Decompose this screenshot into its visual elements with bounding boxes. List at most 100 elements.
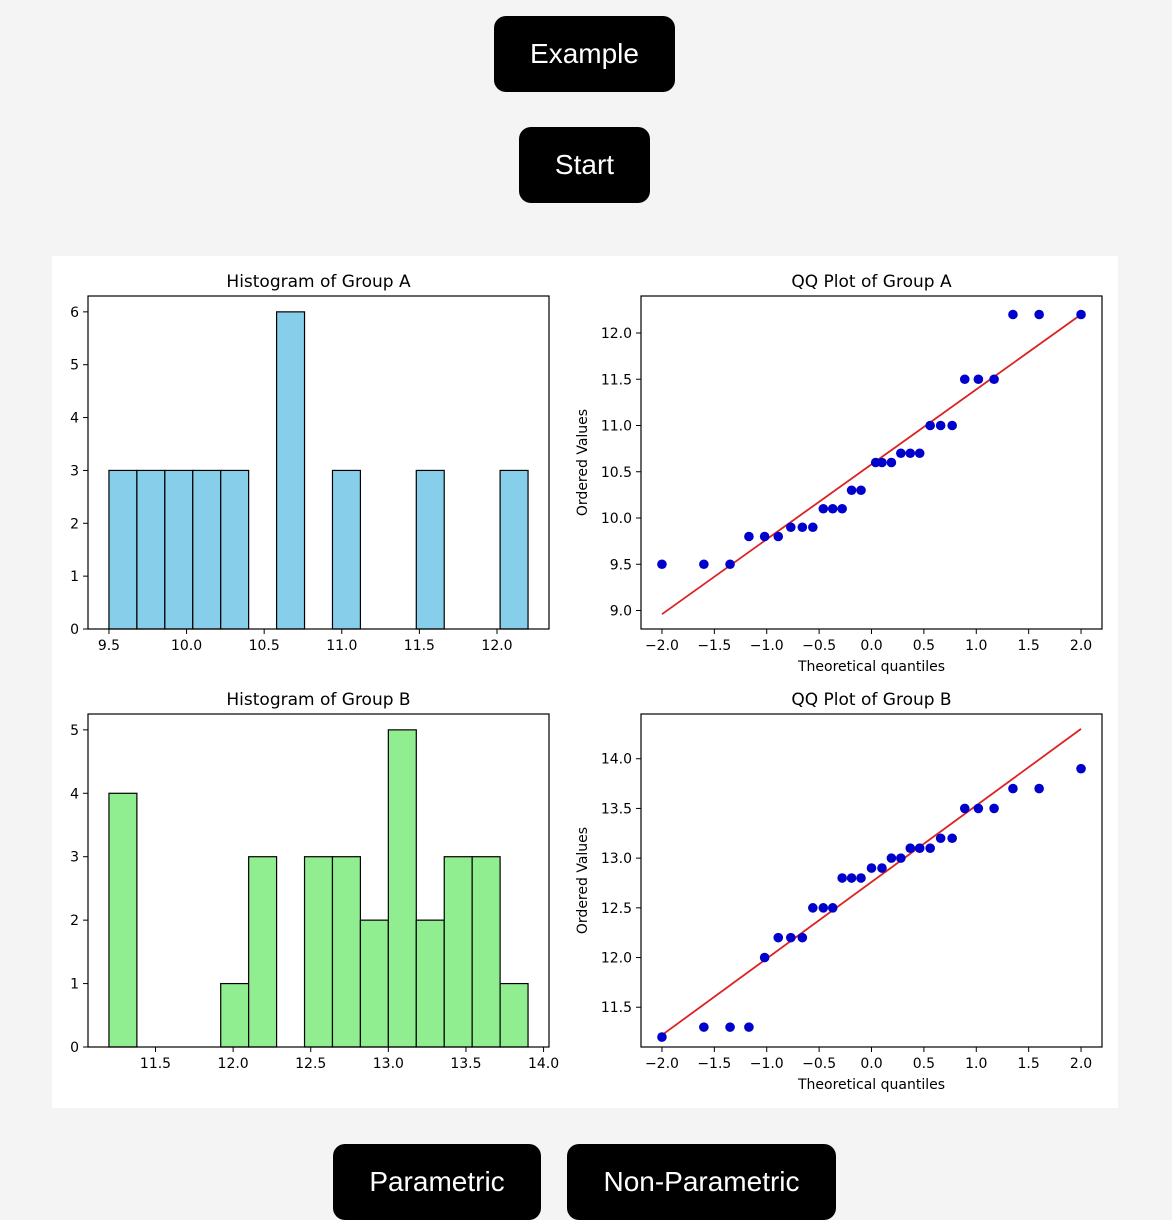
histogram-bar [443,856,473,1048]
x-tick-label: −1.5 [697,1056,731,1072]
histogram-bar [108,792,138,1048]
qq-point [786,932,796,943]
qq-point [797,932,808,943]
qq-point [905,843,916,853]
example-button[interactable]: Example [494,16,675,92]
x-tick-label: 2.0 [1070,638,1092,654]
x-tick-label: 9.5 [98,638,120,654]
qq-point [1008,783,1018,794]
x-tick-label: 11.5 [404,638,435,654]
y-tick-label: 11.5 [601,372,632,388]
histogram-bar [331,856,362,1048]
chart-title: QQ Plot of Group A [791,272,952,292]
qq-point [827,503,838,514]
qq-point [773,932,784,943]
start-button[interactable]: Start [519,127,650,203]
charts-canvas: Histogram of Group A9.5 10.0 10.5 11.0 11.5 1… [70,272,1103,1093]
y-tick-label: 2 [70,516,79,532]
histogram-bar [359,919,389,1048]
y-tick-label: 10.5 [601,465,632,481]
qq-point [699,559,709,570]
qq-point [808,522,818,533]
histogram-bar [220,469,250,630]
y-tick-label: 2 [70,913,79,929]
y-tick-label: 0 [70,622,79,638]
qq-point [1008,309,1018,320]
chart-4: QQ Plot of Group B −2.0 −1.5 −1.0 −0.5 0.0 0.5… [575,690,1103,1093]
chart-title: QQ Plot of Group B [791,690,951,710]
qq-point [856,873,866,883]
y-tick-label: 13.0 [601,851,632,867]
y-tick-label: 4 [70,411,79,427]
qq-point [925,420,935,431]
qq-point [797,522,808,533]
qq-point [657,1032,667,1042]
x-tick-label: 2.0 [1070,1056,1092,1072]
qq-point [935,833,946,844]
x-tick-label: −0.5 [802,638,836,654]
x-tick-label: −1.0 [750,1056,784,1072]
qq-point [886,853,897,863]
x-tick-label: 1.0 [965,638,987,654]
x-tick-label: 12.5 [295,1056,326,1072]
qq-point [818,503,829,514]
y-tick-label: 11.5 [601,1000,632,1016]
qq-point [989,374,999,385]
x-tick-label: 0.0 [860,638,882,654]
qq-point [837,873,847,883]
y-tick-label: 9.0 [610,604,632,620]
x-tick-label: 12.0 [218,1056,249,1072]
y-axis-label: Ordered Values [575,409,591,516]
qq-point [959,803,970,814]
histogram-bar [275,311,306,630]
qq-point [947,420,957,431]
chart-2: QQ Plot of Group A −2.0 −1.5 −1.0 −0.5 0.0 0.5… [575,272,1103,675]
results-figure: Histogram of Group A 9.5 10.0 10.5 11.0 11.5 1… [52,256,1118,1108]
y-tick-label: 5 [70,723,79,739]
fit-line [661,728,1082,1036]
histogram-bar [499,982,529,1048]
histogram-bar [499,469,529,630]
y-tick-label: 5 [70,358,79,374]
qq-point [1034,309,1044,320]
qq-point [744,531,754,542]
qq-point [1034,783,1044,794]
qq-point [896,853,906,863]
y-tick-label: 14.0 [601,752,632,768]
qq-point [959,374,970,385]
qq-point [925,843,935,853]
qq-point [905,448,916,459]
qq-point [973,803,984,814]
parametric-button[interactable]: Parametric [333,1144,541,1220]
x-tick-label: 11.5 [140,1056,171,1072]
x-axis-label: Theoretical quantiles [797,659,945,675]
qq-point [947,833,957,844]
qq-point [856,485,866,496]
y-tick-label: 6 [70,305,79,321]
x-tick-label: −2.0 [645,638,679,654]
x-tick-label: 1.5 [1018,1056,1040,1072]
y-axis-label: Ordered Values [575,827,591,934]
histogram-bar [303,856,334,1048]
qq-point [827,903,838,913]
x-tick-label: 13.0 [373,1056,404,1072]
x-tick-label: 10.5 [249,638,280,654]
x-tick-label: −2.0 [645,1056,679,1072]
qq-point [808,903,818,913]
x-tick-label: −0.5 [802,1056,836,1072]
histogram-bar [220,982,250,1048]
y-tick-label: 12.0 [601,951,632,967]
plot-frame [87,713,550,1048]
non-parametric-button[interactable]: Non-Parametric [567,1144,836,1220]
plot-frame [87,295,550,630]
x-axis-label: Theoretical quantiles [797,1077,945,1093]
histogram-bar [415,469,445,630]
y-tick-label: 12.0 [601,326,632,342]
histogram-bar [192,469,222,630]
histogram-bar [387,729,417,1048]
qq-point [818,903,829,913]
qq-point [1076,309,1086,320]
qq-point [699,1022,709,1032]
y-tick-label: 1 [70,569,79,585]
qq-point [759,952,770,963]
